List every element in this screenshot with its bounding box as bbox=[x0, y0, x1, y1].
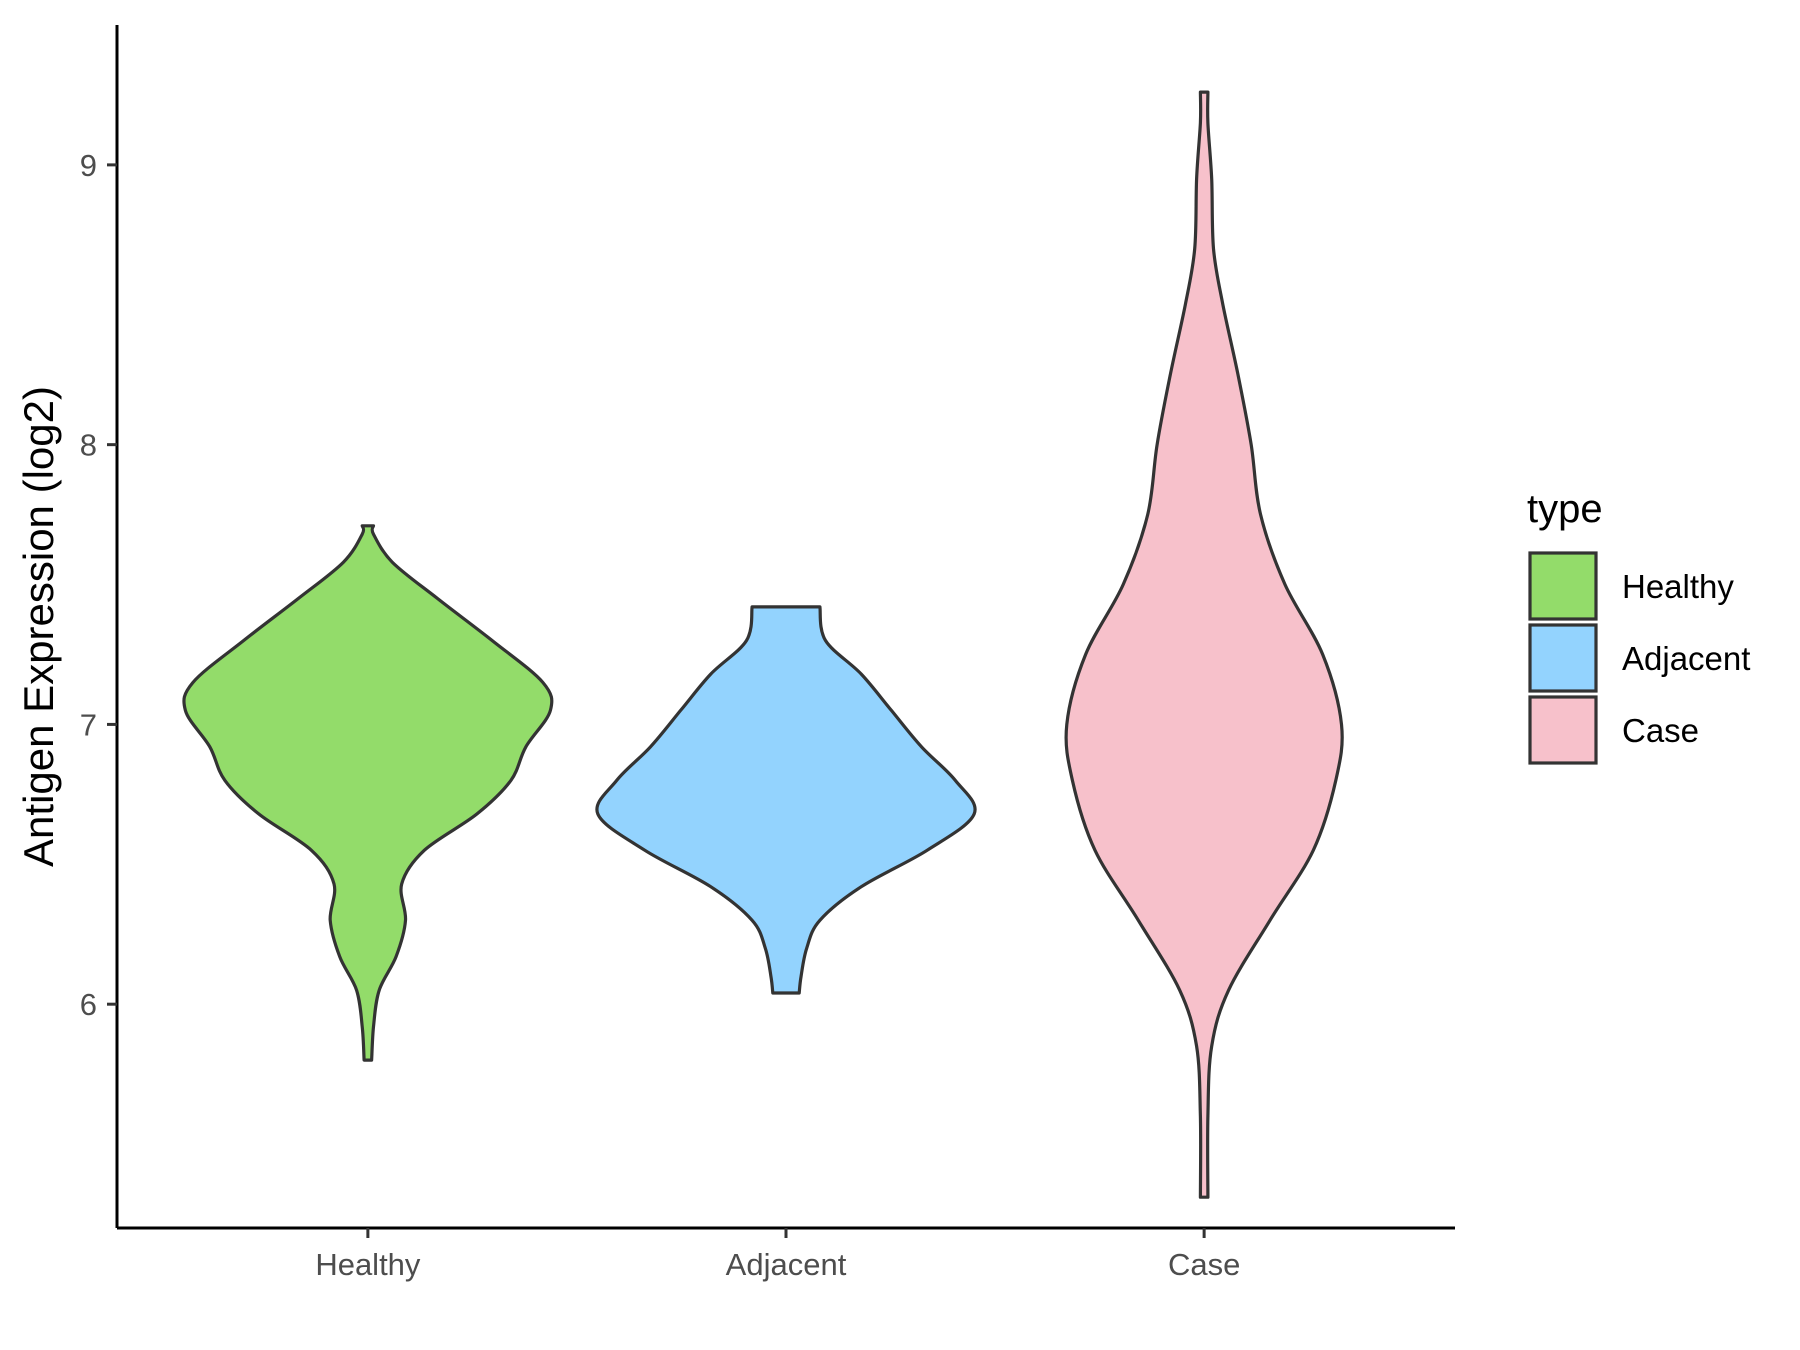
legend-title: type bbox=[1527, 487, 1603, 531]
legend-key-case bbox=[1528, 695, 1598, 765]
x-tick-label: Adjacent bbox=[726, 1247, 847, 1282]
violin-case bbox=[1064, 90, 1344, 1199]
legend-key-healthy bbox=[1528, 551, 1598, 621]
legend-label-healthy: Healthy bbox=[1622, 568, 1734, 605]
violin-layer bbox=[182, 90, 1344, 1199]
violin-healthy bbox=[182, 524, 554, 1062]
y-axis-ticks: 6 7 8 9 bbox=[80, 148, 117, 1022]
y-tick-label: 6 bbox=[80, 987, 97, 1022]
violin-adjacent bbox=[595, 605, 977, 995]
legend-label-case: Case bbox=[1622, 712, 1699, 749]
legend-label-adjacent: Adjacent bbox=[1622, 640, 1750, 677]
y-axis-title: Antigen Expression (log2) bbox=[15, 386, 62, 867]
legend: type Healthy Adjacent Case bbox=[1527, 487, 1750, 765]
legend-key-adjacent bbox=[1528, 623, 1598, 693]
x-tick-label: Case bbox=[1168, 1247, 1240, 1282]
x-tick-label: Healthy bbox=[315, 1247, 421, 1282]
y-tick-label: 8 bbox=[80, 428, 97, 463]
y-tick-label: 9 bbox=[80, 148, 97, 183]
x-axis-ticks: Healthy Adjacent Case bbox=[315, 1228, 1240, 1282]
y-tick-label: 7 bbox=[80, 707, 97, 742]
